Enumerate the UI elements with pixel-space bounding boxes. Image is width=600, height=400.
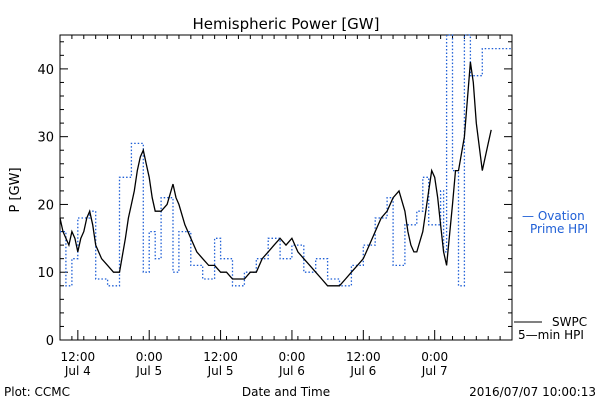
y-tick-label: 20 xyxy=(37,198,54,213)
timestamp: 2016/07/07 10:00:13 xyxy=(469,385,596,399)
x-tick-date-label: Jul 6 xyxy=(349,364,376,378)
series-line-ovation-prime-hpi xyxy=(60,34,512,287)
legend-swpc-line1: SWPC xyxy=(552,315,587,329)
x-axis-label: Date and Time xyxy=(242,385,330,399)
y-axis: 0 10 20 30 40 xyxy=(37,41,512,349)
y-tick-label: 10 xyxy=(37,266,54,281)
legend-ovation-line1: — Ovation xyxy=(522,209,585,223)
x-tick-time-label: 12:00 xyxy=(203,350,238,364)
x-tick-time-label: 0:00 xyxy=(136,350,163,364)
y-tick-label: 30 xyxy=(37,131,54,146)
y-tick-label: 0 xyxy=(46,334,54,349)
plot-source: Plot: CCMC xyxy=(4,385,70,399)
x-tick-date-label: Jul 7 xyxy=(421,364,448,378)
legend-swpc-line2: 5—min HPI xyxy=(518,328,584,342)
plot-frame xyxy=(59,34,513,341)
x-tick-date-label: Jul 5 xyxy=(207,364,234,378)
x-tick-time-label: 0:00 xyxy=(278,350,305,364)
series-line-swpc-hpi xyxy=(59,62,492,287)
series-layer xyxy=(59,34,512,287)
x-tick-time-label: 12:00 xyxy=(61,350,96,364)
x-tick-date-label: Jul 6 xyxy=(278,364,305,378)
y-tick-label: 40 xyxy=(37,63,54,78)
x-tick-date-label: Jul 5 xyxy=(135,364,162,378)
y-axis-label: P [GW] xyxy=(8,167,23,212)
legend-ovation-line2: Prime HPI xyxy=(530,222,588,236)
chart-title: Hemispheric Power [GW] xyxy=(193,15,380,33)
x-tick-date-label: Jul 4 xyxy=(64,364,91,378)
x-tick-time-label: 12:00 xyxy=(346,350,381,364)
x-tick-time-label: 0:00 xyxy=(421,350,448,364)
